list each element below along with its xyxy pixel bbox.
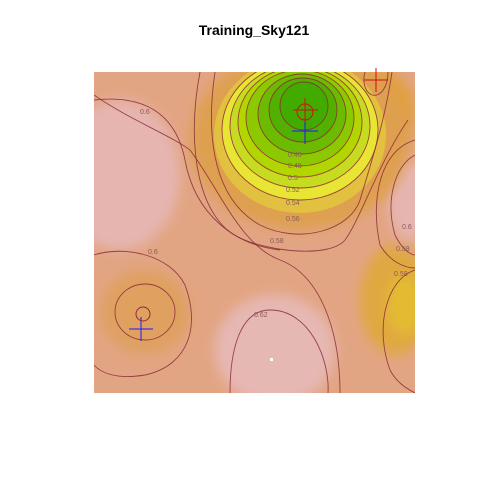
contour-label: 0.54 — [286, 200, 300, 207]
heatmap-peak — [190, 72, 410, 230]
red-plus-marker — [364, 68, 388, 92]
markers — [129, 68, 388, 341]
heatmap-region-low-bottom — [215, 295, 335, 393]
contour-label: 0.58 — [394, 271, 408, 278]
contour-label: 0.52 — [286, 187, 300, 194]
heatmap-region-mid-left — [100, 270, 190, 354]
contour-label: 0.58 — [270, 238, 284, 245]
contour-lines — [94, 72, 415, 393]
chart-title: Training_Sky121 — [199, 22, 310, 38]
contour-label: 0.6 — [148, 249, 158, 256]
contour-label: 0.62 — [254, 312, 268, 319]
heatmap-plot-area: 0.6 0.46 0.48 0.5 0.52 0.54 0.56 0.58 0.… — [94, 72, 415, 393]
heatmap-region-low-left — [94, 100, 180, 250]
contour-label: 0.6 — [140, 109, 150, 116]
contour-label: 0.58 — [396, 246, 410, 253]
heatmap-speck — [270, 358, 273, 361]
blue-plus-marker — [292, 118, 318, 144]
contour-label: 0.46 — [288, 152, 302, 159]
contour-label: 0.6 — [402, 224, 412, 231]
contour-label: 0.48 — [288, 163, 302, 170]
red-circle-marker — [135, 306, 151, 322]
contour-labels: 0.6 0.46 0.48 0.5 0.52 0.54 0.56 0.58 0.… — [140, 109, 412, 319]
red-circle-marker — [296, 103, 314, 121]
contour-label: 0.5 — [288, 175, 298, 182]
contour-label: 0.56 — [286, 216, 300, 223]
